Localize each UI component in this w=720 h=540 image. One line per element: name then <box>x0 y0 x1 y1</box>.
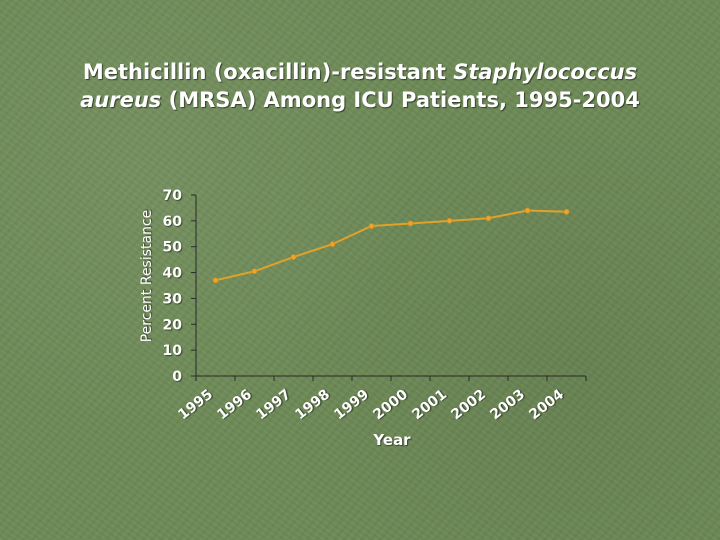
data-series <box>212 207 570 284</box>
title-line1-prefix: Methicillin (oxacillin)-resistant <box>82 60 454 84</box>
y-tick-label: 0 <box>172 369 182 385</box>
y-tick-label: 20 <box>163 317 183 333</box>
data-point <box>446 217 453 224</box>
x-tick-label: 1995 <box>175 387 216 424</box>
title-line2-italic: aureus <box>80 88 162 112</box>
y-tick-label: 60 <box>163 214 183 230</box>
x-tick-label: 1998 <box>292 387 333 424</box>
series-line <box>215 209 567 282</box>
x-tick-label: 1999 <box>331 387 372 424</box>
x-tick-label: 1996 <box>214 387 255 424</box>
data-point <box>329 241 336 248</box>
x-tick-label: 2002 <box>448 387 489 424</box>
data-point <box>251 268 258 275</box>
y-tick-label: 50 <box>163 240 183 256</box>
chart-title: Methicillin (oxacillin)-resistant Staphy… <box>0 58 720 114</box>
y-tick-label: 40 <box>163 266 183 282</box>
y-tick-label: 70 <box>163 188 183 204</box>
y-tick-label: 10 <box>163 343 183 359</box>
data-point <box>563 208 570 215</box>
title-line1-italic: Staphylococcus <box>453 60 638 84</box>
y-axis-ticks: 0 10 20 30 40 50 60 70 <box>163 188 196 385</box>
data-point <box>485 215 492 222</box>
x-tick-label: 2001 <box>409 387 450 424</box>
data-point <box>290 254 297 260</box>
x-tick-label: 2004 <box>526 386 567 423</box>
y-tick-label: 30 <box>163 291 183 307</box>
chart-axes <box>195 195 586 377</box>
x-tick-label: 1997 <box>253 387 294 424</box>
x-tick-label: 2000 <box>370 386 411 423</box>
data-point <box>368 223 375 229</box>
data-point <box>212 277 219 284</box>
x-tick-label: 2003 <box>487 387 528 424</box>
x-axis-title: Year <box>372 431 411 449</box>
y-axis-title: Percent Resistance <box>139 210 155 343</box>
title-line2-rest: (MRSA) Among ICU Patients, 1995-2004 <box>161 88 640 112</box>
data-point <box>407 220 414 227</box>
data-point <box>524 207 531 214</box>
